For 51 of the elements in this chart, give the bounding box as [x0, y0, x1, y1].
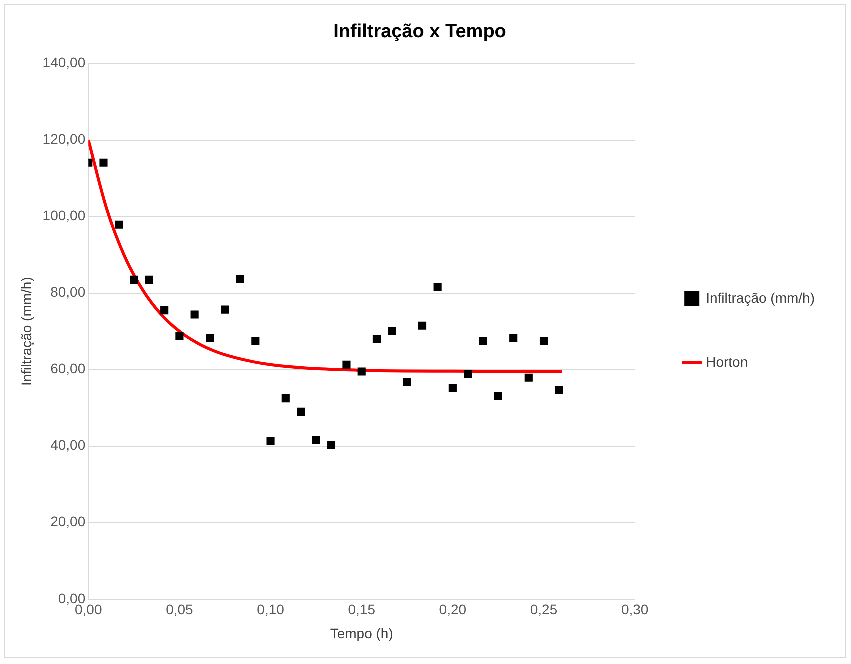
point [524, 374, 533, 382]
point [236, 275, 244, 284]
x-tick-label: 0,30 [621, 602, 649, 618]
point [448, 384, 457, 392]
line-series [88, 138, 564, 374]
point [464, 370, 472, 378]
point [358, 368, 366, 376]
y-tick-label: 20,00 [50, 514, 86, 530]
x-tick-label: 0,05 [166, 602, 194, 618]
y-tick-label: 120,00 [42, 131, 86, 148]
legend-label: Infiltração (mm/h) [706, 290, 816, 306]
point [221, 306, 230, 314]
point [327, 441, 336, 450]
legend-label: Horton [706, 354, 748, 370]
point [555, 386, 564, 394]
point [130, 276, 138, 284]
x-tick-label: 0,15 [348, 602, 376, 618]
point [403, 378, 412, 386]
point [100, 158, 108, 167]
point [434, 283, 442, 292]
point [190, 310, 199, 319]
point [266, 437, 275, 446]
point [479, 337, 488, 346]
point [115, 220, 124, 229]
point [176, 332, 184, 340]
chart-title: Infiltração x Tempo [334, 22, 506, 43]
point [388, 327, 396, 336]
point [312, 436, 320, 444]
y-tick-label: 140,00 [42, 54, 86, 71]
x-tick-label: 0,25 [530, 602, 558, 618]
point [418, 322, 427, 330]
y-tick-label: 100,00 [42, 208, 86, 224]
point [342, 360, 351, 369]
point [494, 392, 503, 400]
y-axis-title: Infiltração (mm/h) [18, 277, 34, 386]
point [540, 337, 548, 346]
point [252, 337, 260, 346]
point [145, 276, 154, 284]
x-axis-title: Tempo (h) [330, 625, 394, 642]
y-tick-label: 40,00 [50, 437, 86, 454]
point [206, 334, 214, 342]
point [160, 306, 169, 315]
y-tick-label: 0,00 [58, 590, 86, 606]
x-tick-label: 0,20 [439, 602, 467, 618]
x-tick-label: 0,10 [257, 602, 285, 618]
point [297, 408, 306, 416]
y-tick-label: 80,00 [50, 284, 86, 300]
point [282, 394, 290, 403]
point [510, 334, 518, 342]
y-tick-label: 60,00 [50, 360, 86, 377]
point [372, 335, 382, 344]
